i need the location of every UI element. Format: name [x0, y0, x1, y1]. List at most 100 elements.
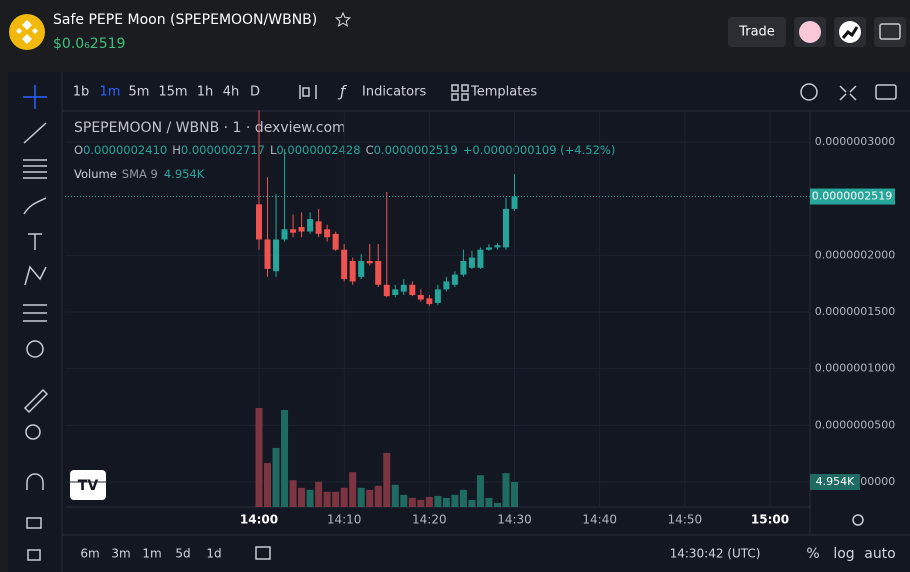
- magnet-tool[interactable]: [26, 473, 44, 490]
- y-tick-label: 0.0000003000: [815, 135, 895, 148]
- x-tick-label: 14:40: [582, 513, 617, 527]
- y-tick-label: 0.0000001500: [815, 305, 895, 318]
- legend-symbol: SPEPEMOON / WBNB · 1 · dexview.com: [74, 120, 346, 136]
- volume-bar: [323, 491, 331, 507]
- templates-button[interactable]: Templates: [470, 85, 537, 100]
- volume-value: 4.954K: [164, 167, 205, 181]
- crosshair-tool[interactable]: [23, 85, 47, 109]
- volume-bar: [315, 481, 323, 507]
- x-tick-label: 14:20: [412, 513, 447, 527]
- tv-logo[interactable]: [70, 470, 106, 500]
- log-toggle[interactable]: log: [833, 546, 854, 562]
- volume-bar: [511, 481, 519, 507]
- volume-bar: [434, 495, 442, 507]
- line-tool[interactable]: [23, 122, 47, 144]
- pair-price: $0.0₆2519: [53, 36, 125, 52]
- volume-bar: [451, 494, 459, 507]
- candle-body: [383, 284, 390, 297]
- volume-bar: [255, 408, 263, 507]
- logo-mark: [16, 20, 38, 44]
- wallet-button[interactable]: [874, 17, 906, 47]
- ruler-tool[interactable]: [23, 388, 49, 414]
- volume-bar: [357, 487, 365, 507]
- volume-bar: [400, 494, 408, 507]
- candle-body: [315, 221, 322, 234]
- clock: 14:30:42 (UTC): [670, 547, 761, 561]
- timeframe-button[interactable]: 1h: [197, 85, 214, 100]
- percent-toggle[interactable]: %: [806, 546, 819, 562]
- candle-body: [502, 208, 509, 248]
- fullscreen-button[interactable]: [839, 85, 857, 101]
- candle-body: [358, 261, 365, 277]
- y-tick-label: 0.0000000500: [815, 418, 895, 431]
- timeframe-button[interactable]: D: [250, 85, 260, 100]
- candle-body: [477, 249, 484, 268]
- templates-icon: [451, 84, 469, 101]
- ohlc-key: H: [172, 143, 181, 157]
- candle-type-button[interactable]: [299, 85, 317, 99]
- last-price-tag: [810, 188, 895, 205]
- volume-bar: [485, 497, 493, 507]
- candle-body: [307, 219, 314, 232]
- candle-body: [511, 196, 518, 209]
- unlock-tool[interactable]: [27, 549, 41, 561]
- favorite-star[interactable]: [334, 11, 352, 27]
- volume-bar: [366, 489, 374, 507]
- range-button[interactable]: 1d: [206, 547, 221, 561]
- range-button[interactable]: 1m: [142, 547, 161, 561]
- candle-body: [485, 247, 492, 250]
- range-button[interactable]: 3m: [111, 547, 130, 561]
- zoom-tool[interactable]: [25, 424, 41, 440]
- timeframe-button[interactable]: 4h: [223, 85, 240, 100]
- x-tick-label: 15:00: [751, 513, 789, 527]
- settings-button[interactable]: [800, 83, 818, 101]
- range-button[interactable]: 5d: [175, 547, 190, 561]
- candle-body: [290, 229, 297, 233]
- range-button[interactable]: 6m: [80, 547, 99, 561]
- chart-panel: [8, 72, 910, 572]
- volume-bar: [298, 487, 306, 507]
- auto-toggle[interactable]: auto: [864, 546, 896, 562]
- snapshot-button[interactable]: [875, 84, 897, 100]
- candle-body: [400, 284, 407, 292]
- fib-tool[interactable]: [23, 159, 47, 179]
- legend-ohlc: O0.0000002410 H0.0000002717 L0.0000002428 C…: [74, 143, 615, 157]
- candle-body: [460, 261, 467, 275]
- pattern-tool[interactable]: [24, 265, 47, 286]
- volume-bar: [408, 497, 416, 507]
- volume-bar: [332, 491, 340, 507]
- brush-tool[interactable]: [23, 197, 47, 215]
- ohlc-value: 0.0000002428: [276, 143, 360, 157]
- trade-button[interactable]: [728, 17, 786, 47]
- token-logo: [9, 14, 45, 50]
- lock-tool[interactable]: [26, 517, 42, 529]
- timeframe-button[interactable]: 1m: [100, 85, 121, 100]
- volume-bar: [340, 487, 348, 507]
- volume-bar: [391, 484, 399, 507]
- ohlc-value: 0.0000002410: [83, 143, 167, 157]
- indicators-button[interactable]: Indicators: [362, 85, 426, 100]
- projection-tool[interactable]: [23, 304, 47, 322]
- text-tool[interactable]: [28, 233, 42, 250]
- candle-body: [273, 239, 280, 272]
- emoji-tool[interactable]: [26, 340, 44, 358]
- candle-body: [375, 261, 382, 285]
- timeframe-button[interactable]: 5m: [129, 85, 150, 100]
- axis-settings[interactable]: [852, 514, 864, 526]
- volume-bar: [476, 475, 484, 507]
- y-tick-label: 0.0000002000: [815, 248, 895, 261]
- ohlc-key: L: [270, 143, 277, 157]
- volume-bar: [349, 472, 357, 507]
- volume-key: Volume: [74, 167, 117, 181]
- ohlc-key: O: [74, 143, 83, 157]
- x-tick-label: 14:00: [240, 513, 278, 527]
- x-tick-label: 14:50: [668, 513, 703, 527]
- candle-body: [468, 257, 475, 268]
- timeframe-button[interactable]: 15m: [158, 85, 187, 100]
- candle-body: [494, 245, 501, 248]
- volume-tag: [810, 473, 860, 490]
- date-range-button[interactable]: [255, 546, 271, 560]
- volume-bar: [468, 499, 476, 507]
- timeframe-button[interactable]: 1b: [73, 85, 90, 100]
